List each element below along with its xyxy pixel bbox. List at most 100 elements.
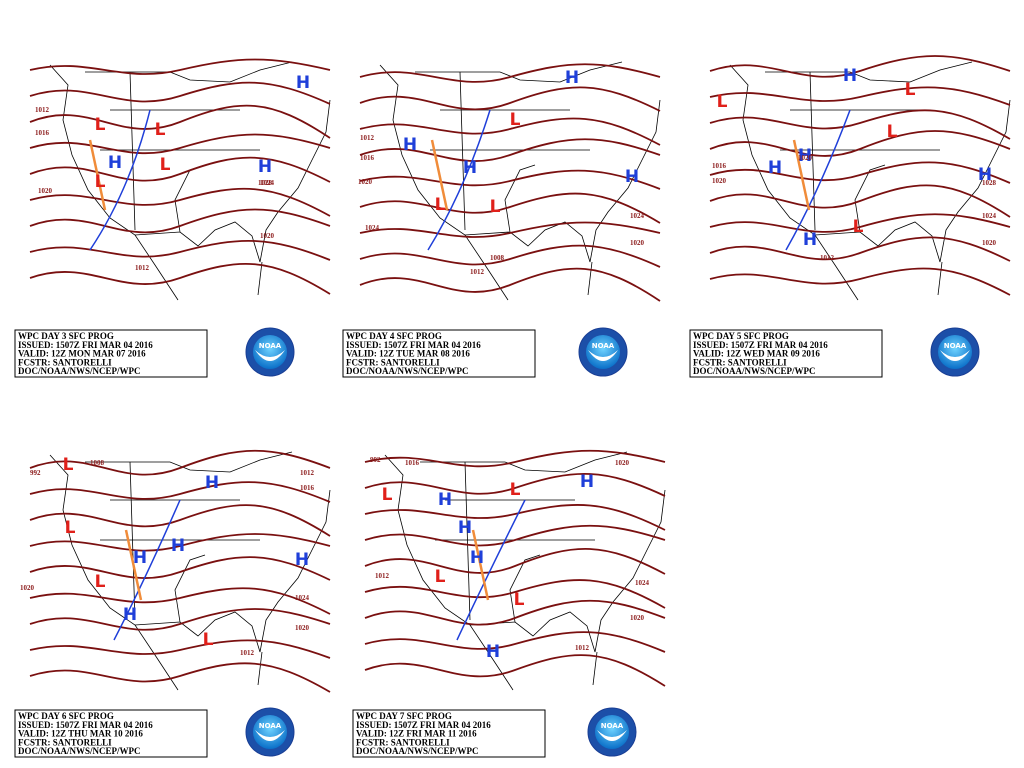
isobar-label: 1020 bbox=[798, 154, 813, 162]
isobar-label: 1012 bbox=[470, 268, 485, 276]
caption-line: DOC/NOAA/NWS/NCEP/WPC bbox=[693, 366, 816, 376]
isobar-line bbox=[709, 236, 1011, 262]
trough bbox=[471, 529, 490, 601]
isobar-line bbox=[359, 138, 661, 162]
caption-box bbox=[14, 709, 208, 758]
isobar-line bbox=[359, 267, 661, 302]
noaa-logo-text: NOAA bbox=[592, 342, 615, 350]
pressure-center: H bbox=[403, 135, 417, 155]
isobar-line bbox=[359, 86, 661, 112]
isobar-line bbox=[29, 133, 331, 155]
noaa-logo-text: NOAA bbox=[944, 342, 967, 350]
isobar-line bbox=[29, 481, 331, 503]
trough bbox=[792, 139, 811, 211]
isobar-label: 1012 bbox=[240, 649, 255, 657]
pressure-center: H bbox=[978, 165, 992, 185]
isobar-line bbox=[29, 58, 331, 75]
isobar-line bbox=[364, 631, 666, 653]
isobar-line bbox=[29, 156, 331, 183]
cold-front bbox=[427, 109, 491, 251]
isobar-label: 1020 bbox=[38, 187, 53, 195]
isobar-line bbox=[709, 109, 1011, 140]
isobar-line bbox=[364, 599, 666, 626]
isobar-line bbox=[709, 213, 1011, 233]
isobar-label: 1028 bbox=[982, 179, 997, 187]
isobar-label: 1020 bbox=[615, 459, 630, 467]
isobar-line bbox=[359, 117, 661, 146]
coastline bbox=[379, 61, 661, 301]
noaa-logo-bird bbox=[588, 350, 618, 361]
isobar-label: 1016 bbox=[360, 154, 375, 162]
isobar-label: 1012 bbox=[360, 134, 375, 142]
pressure-center: L bbox=[203, 630, 214, 650]
pressure-center: H bbox=[296, 73, 310, 93]
caption-line: VALID: 12Z FRI MAR 11 2016 bbox=[356, 729, 477, 739]
isobar-line bbox=[29, 263, 331, 295]
trough bbox=[430, 139, 449, 211]
pressure-center: H bbox=[458, 518, 472, 538]
cold-front bbox=[89, 109, 151, 251]
isobar-label: 1020 bbox=[982, 239, 997, 247]
noaa-logo bbox=[253, 335, 287, 369]
isobar-label: 1012 bbox=[35, 106, 50, 114]
pressure-center: L bbox=[510, 110, 521, 130]
isobar-line bbox=[709, 130, 1011, 157]
isobar-line bbox=[364, 504, 666, 531]
caption-line: WPC DAY 3 SFC PROG bbox=[18, 331, 114, 341]
caption-line: WPC DAY 6 SFC PROG bbox=[18, 711, 114, 721]
pressure-center: H bbox=[803, 230, 817, 250]
caption-line: FCSTR: SANTORELLI bbox=[346, 357, 440, 367]
isobar-line bbox=[359, 192, 661, 224]
isobar-line bbox=[359, 244, 661, 268]
isobar-label: 1012 bbox=[820, 254, 835, 262]
isobar-label: 1024 bbox=[295, 594, 310, 602]
isobar-label: 1024 bbox=[365, 224, 380, 232]
noaa-logo bbox=[586, 335, 620, 369]
caption-line: ISSUED: 1507Z FRI MAR 04 2016 bbox=[346, 340, 481, 350]
pressure-center: L bbox=[853, 217, 864, 237]
caption-line: DOC/NOAA/NWS/NCEP/WPC bbox=[18, 366, 141, 376]
trough bbox=[88, 139, 107, 211]
caption-line: VALID: 12Z THU MAR 10 2016 bbox=[18, 729, 143, 739]
pressure-center: H bbox=[438, 490, 452, 510]
isobar-label: 1016 bbox=[300, 484, 315, 492]
caption-box bbox=[352, 709, 546, 758]
isobar-line bbox=[29, 187, 331, 217]
cold-front bbox=[113, 499, 181, 641]
caption-line: ISSUED: 1507Z FRI MAR 04 2016 bbox=[18, 720, 153, 730]
pressure-center: H bbox=[470, 548, 484, 568]
isobar-line bbox=[29, 449, 331, 476]
coastline bbox=[384, 451, 666, 691]
isobar-line bbox=[364, 579, 666, 609]
isobar-line bbox=[29, 662, 331, 693]
caption-line: DOC/NOAA/NWS/NCEP/WPC bbox=[346, 366, 469, 376]
pressure-center: H bbox=[295, 550, 309, 570]
isobar-label: 1020 bbox=[20, 584, 35, 592]
noaa-logo bbox=[595, 715, 629, 749]
isobar-line bbox=[29, 639, 331, 659]
caption-line: VALID: 12Z WED MAR 09 2016 bbox=[693, 349, 820, 359]
isobar-line bbox=[709, 86, 1011, 106]
isobar-label: 1024 bbox=[635, 579, 650, 587]
caption-line: FCSTR: SANTORELLI bbox=[18, 737, 112, 747]
isobar-label: 1024 bbox=[260, 179, 275, 187]
pressure-center: H bbox=[798, 146, 812, 166]
isobar-label: 1028 bbox=[258, 179, 273, 187]
caption-line: ISSUED: 1507Z FRI MAR 04 2016 bbox=[693, 340, 828, 350]
caption-line: DOC/NOAA/NWS/NCEP/WPC bbox=[356, 746, 479, 756]
pressure-center: H bbox=[258, 157, 272, 177]
isobar-label: 1016 bbox=[712, 162, 727, 170]
noaa-logo-text: NOAA bbox=[601, 722, 624, 730]
isobar-line bbox=[29, 504, 331, 537]
isobar-label: 992 bbox=[30, 469, 41, 477]
isobar-line bbox=[29, 239, 331, 261]
pressure-center: L bbox=[95, 572, 106, 592]
noaa-logo-text: NOAA bbox=[259, 722, 282, 730]
noaa-logo bbox=[938, 335, 972, 369]
caption-line: WPC DAY 7 SFC PROG bbox=[356, 711, 452, 721]
isobar-line bbox=[709, 161, 1011, 184]
pressure-center: H bbox=[486, 642, 500, 662]
